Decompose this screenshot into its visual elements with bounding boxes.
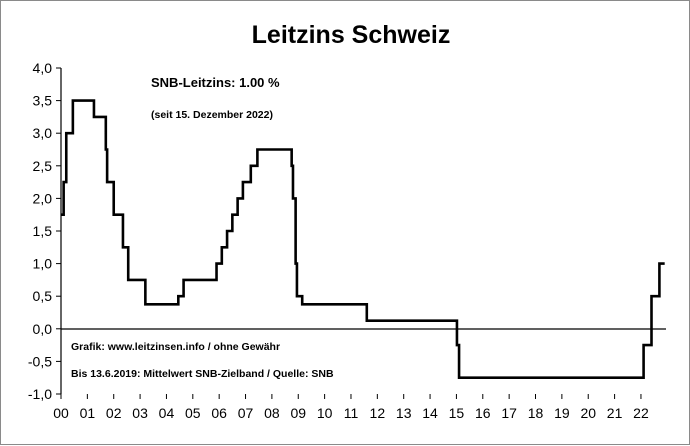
- x-tick-label: 05: [185, 405, 201, 421]
- x-tick-label: 18: [528, 405, 544, 421]
- y-tick-label: 3,0: [33, 125, 53, 141]
- x-tick-label: 22: [633, 405, 649, 421]
- y-tick-label: 3,5: [33, 93, 53, 109]
- y-tick-label: 0,0: [33, 321, 53, 337]
- x-tick-label: 03: [132, 405, 148, 421]
- annotation-since-date: (seit 15. Dezember 2022): [151, 109, 273, 121]
- x-tick-label: 04: [159, 405, 175, 421]
- x-tick-label: 08: [264, 405, 280, 421]
- x-tick-label: 11: [344, 405, 359, 421]
- x-tick-label: 12: [370, 405, 386, 421]
- x-tick-label: 19: [554, 405, 570, 421]
- y-tick-label: 0,5: [33, 288, 53, 304]
- y-tick-label: 1,0: [33, 256, 53, 272]
- x-tick-label: 15: [449, 405, 465, 421]
- x-ticks: 00 01 02 03 04 05 06 07 08 09 10 11 12 13 14 15 16 17 18 19…: [53, 394, 649, 421]
- y-tick-label: 4,0: [33, 60, 53, 76]
- y-tick-label: 2,0: [33, 190, 53, 206]
- x-tick-label: 20: [580, 405, 596, 421]
- x-tick-label: 21: [607, 405, 623, 421]
- annotation-source: Grafik: www.leitzinsen.info / ohne Gewäh…: [71, 341, 280, 353]
- x-tick-label: 01: [80, 405, 96, 421]
- x-tick-label: 06: [211, 405, 227, 421]
- y-tick-label: -0,5: [28, 353, 52, 369]
- y-ticks: 4,0 3,5 3,0 2,5 2,0 1,5 1,0 0,5 0,0 -0,5 -1,0: [28, 60, 61, 402]
- annotation-current-rate: SNB-Leitzins: 1.00 %: [151, 75, 280, 90]
- x-tick-label: 13: [396, 405, 412, 421]
- y-tick-label: 2,5: [33, 158, 53, 174]
- y-tick-label: 1,5: [33, 223, 53, 239]
- x-tick-label: 07: [238, 405, 254, 421]
- plot-area: 4,0 3,5 3,0 2,5 2,0 1,5 1,0 0,5 0,0 -0,5 -1,0 00 01…: [28, 60, 666, 421]
- x-tick-label: 17: [501, 405, 517, 421]
- x-tick-label: 09: [290, 405, 306, 421]
- y-tick-label: -1,0: [28, 386, 52, 402]
- x-tick-label: 02: [106, 405, 122, 421]
- chart-title: Leitzins Schweiz: [252, 21, 451, 49]
- x-tick-label: 10: [317, 405, 333, 421]
- annotation-note: Bis 13.6.2019: Mittelwert SNB-Zielband /…: [71, 368, 334, 380]
- x-tick-label: 14: [422, 405, 438, 421]
- x-tick-label: 00: [53, 405, 69, 421]
- x-tick-label: 16: [475, 405, 491, 421]
- rate-series-line: [61, 99, 665, 379]
